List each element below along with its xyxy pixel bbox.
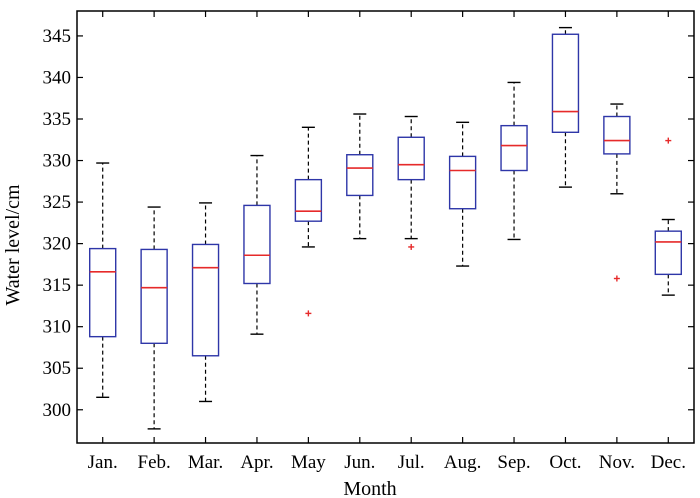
- box-group-10: [551, 26, 580, 188]
- plot-area: [89, 26, 682, 430]
- box-group-11: [603, 103, 631, 282]
- iqr-box: [603, 115, 631, 155]
- outlier-point: [305, 310, 312, 317]
- y-tick-label: 335: [43, 109, 72, 130]
- outlier-point: [408, 243, 415, 250]
- box-group-8: [448, 121, 477, 267]
- iqr-box: [89, 247, 117, 338]
- y-tick-label: 345: [43, 26, 72, 47]
- iqr-box: [397, 136, 425, 181]
- x-tick-label: Apr.: [240, 452, 273, 473]
- iqr-box: [140, 248, 168, 345]
- y-tick-label: 310: [43, 317, 72, 338]
- x-tick-label: Oct.: [549, 452, 581, 473]
- iqr-box: [654, 230, 682, 276]
- x-tick-label: Sep.: [497, 452, 530, 473]
- iqr-box: [191, 243, 220, 357]
- x-tick-label: Mar.: [188, 452, 223, 473]
- iqr-box: [448, 155, 477, 210]
- y-tick-label: 300: [43, 400, 72, 421]
- y-tick-label: 320: [43, 234, 72, 255]
- outlier-point: [665, 137, 672, 144]
- outlier-point: [613, 275, 620, 282]
- iqr-box: [243, 204, 271, 285]
- box-group-12: [654, 137, 682, 296]
- axes: 300 305 310 315 320 325 330 335 340 345 Jan. Feb. Ma…: [43, 10, 695, 473]
- box-group-6: [346, 113, 374, 240]
- y-tick-label: 315: [43, 275, 72, 296]
- y-axis-label: Water level/cm: [2, 184, 24, 306]
- iqr-box: [500, 124, 528, 172]
- x-tick-label: Dec.: [651, 452, 686, 473]
- box-group-4: [243, 154, 271, 335]
- box-group-1: [89, 162, 117, 399]
- iqr-box: [294, 178, 323, 222]
- iqr-box: [346, 154, 374, 197]
- x-tick-label: Nov.: [599, 452, 635, 473]
- axis-frame: [76, 10, 695, 444]
- box-group-9: [500, 81, 528, 241]
- x-tick-label: Jul.: [398, 452, 425, 473]
- box-group-5: [294, 126, 323, 317]
- x-tick-label: Jun.: [344, 452, 375, 473]
- y-tick-label: 325: [43, 192, 72, 213]
- x-tick-label: Aug.: [444, 452, 481, 473]
- box-group-3: [191, 202, 220, 403]
- y-tick-label: 330: [43, 151, 72, 172]
- y-tick-label: 340: [43, 67, 72, 88]
- x-tick-label: May: [291, 452, 326, 473]
- x-tick-label: Jan.: [88, 452, 118, 473]
- box-group-7: [397, 115, 425, 250]
- y-tick-label: 305: [43, 358, 72, 379]
- x-axis-label: Month: [343, 478, 396, 498]
- x-tick-label: Feb.: [138, 452, 171, 473]
- iqr-box: [551, 33, 580, 133]
- box-group-2: [140, 206, 168, 430]
